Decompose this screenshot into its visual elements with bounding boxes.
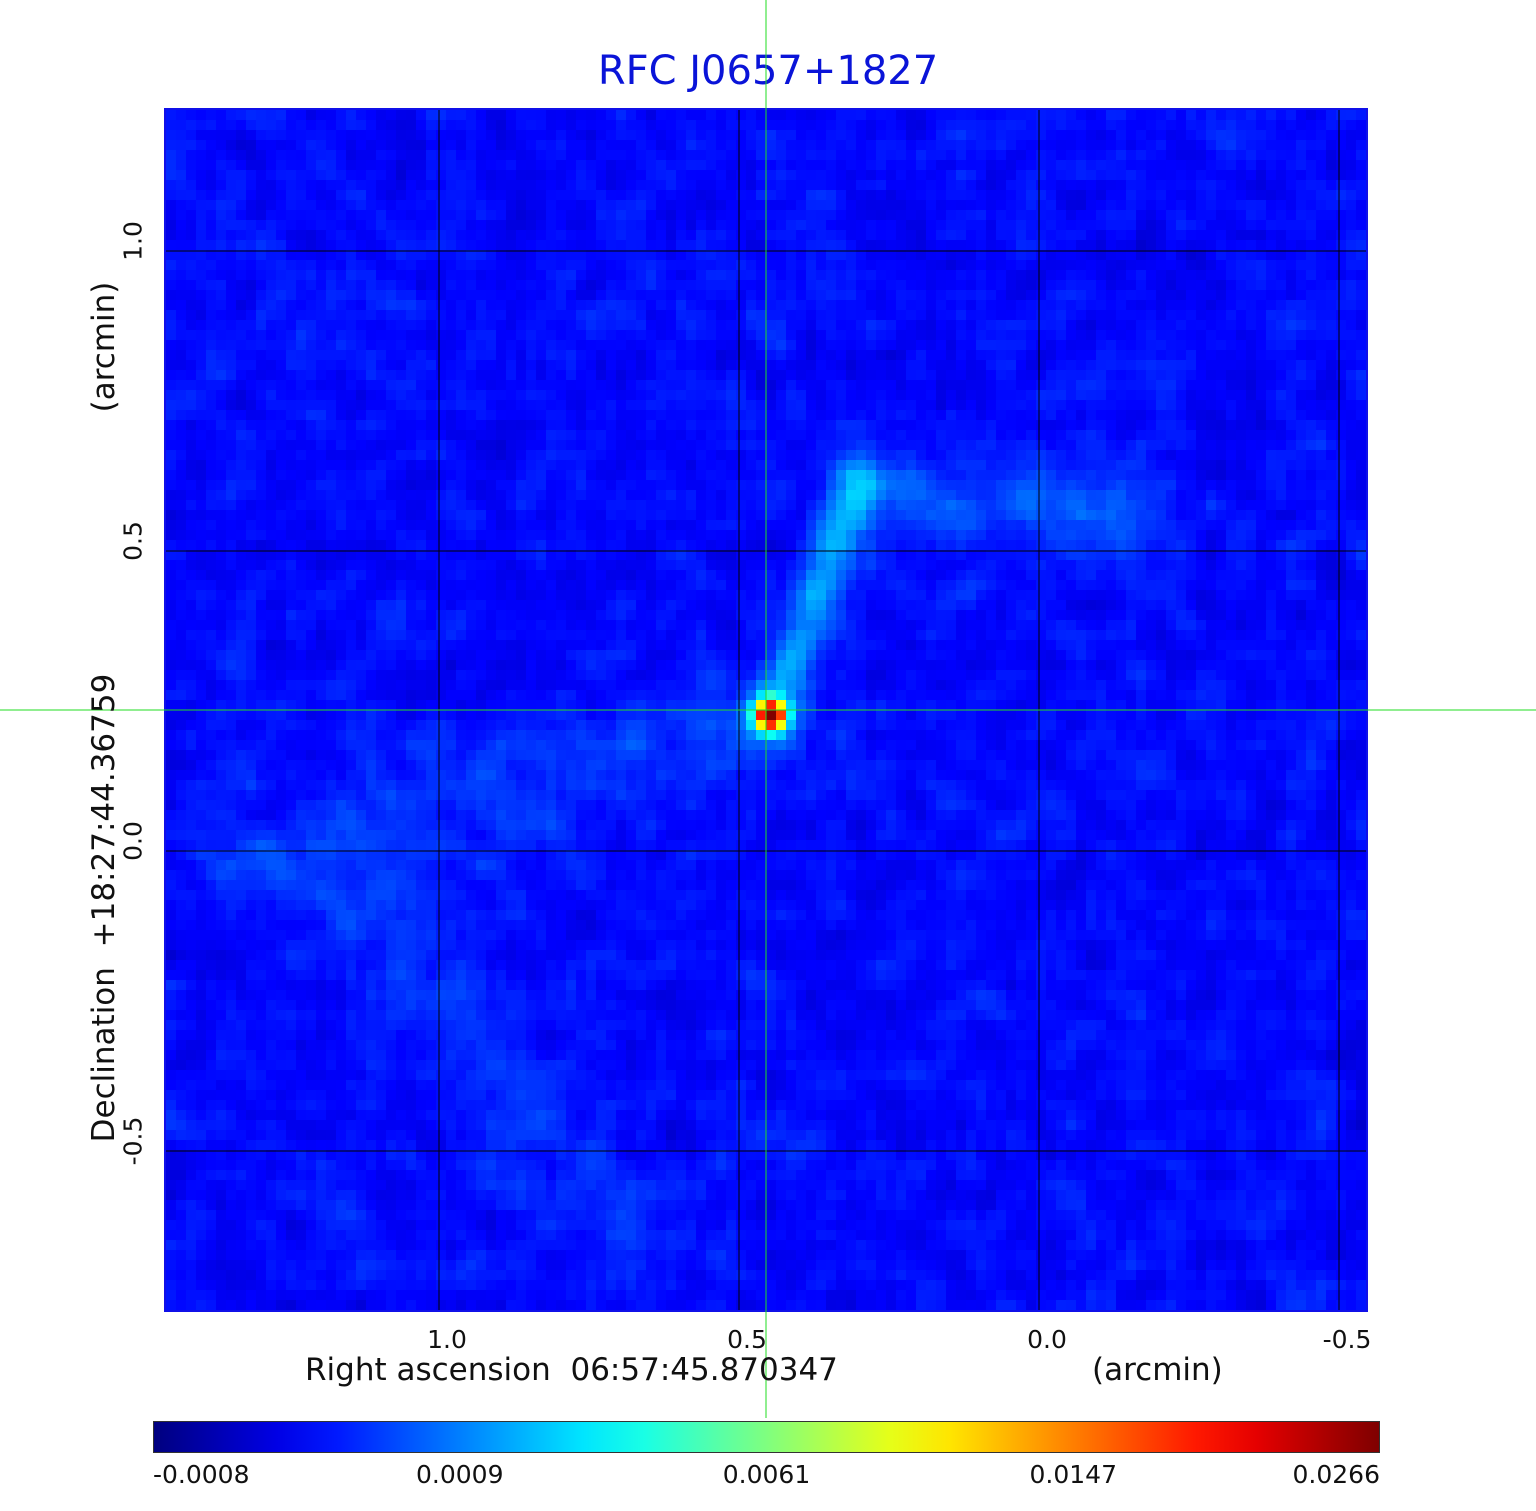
- colorbar-tick-label: 0.0061: [722, 1460, 811, 1489]
- colorbar-tick-label: 0.0266: [1292, 1460, 1380, 1489]
- y-tick-label: 1.0: [118, 221, 148, 261]
- colorbar-tick-label: 0.0009: [416, 1460, 504, 1489]
- y-tick-label: -0.5: [118, 1116, 148, 1166]
- x-tick-label: 0.5: [727, 1325, 767, 1354]
- intensity-map: [166, 110, 1366, 1310]
- y-tick-label: 0.5: [118, 521, 148, 561]
- chart-title: RFC J0657+1827: [597, 48, 939, 94]
- x-axis-label: Right ascension 06:57:45.870347: [305, 1352, 838, 1388]
- x-tick-label: 0.0: [1027, 1325, 1067, 1354]
- colorbar-tick-label: -0.0008: [153, 1460, 250, 1489]
- image-plot-area[interactable]: [164, 108, 1368, 1312]
- x-tick-label: -0.5: [1322, 1325, 1372, 1354]
- y-axis-unit: (arcmin): [86, 281, 122, 413]
- x-axis-unit: (arcmin): [1092, 1352, 1223, 1388]
- x-tick-label: 1.0: [427, 1325, 467, 1354]
- colorbar: [153, 1421, 1380, 1453]
- y-axis-label: Declination +18:27:44.36759: [86, 673, 122, 1143]
- colorbar-tick-label: 0.0147: [1029, 1460, 1117, 1489]
- y-tick-label: 0.0: [118, 821, 148, 861]
